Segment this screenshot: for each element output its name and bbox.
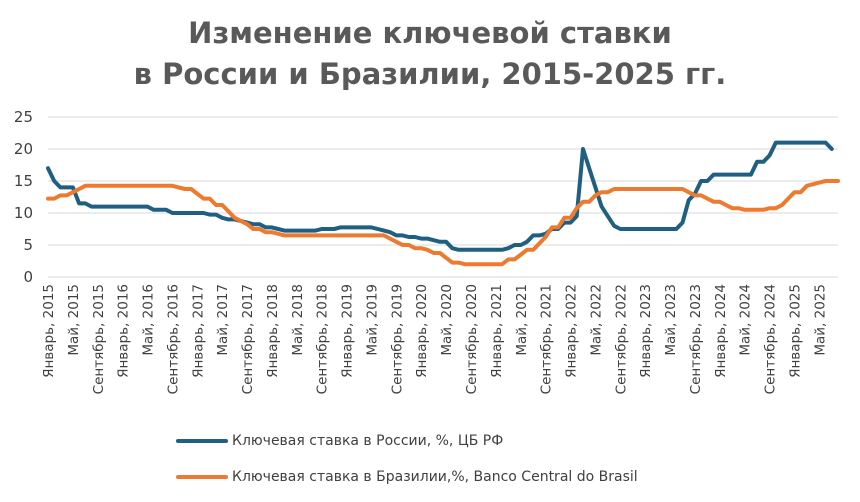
- x-tick-label-13: Май, 2019: [364, 284, 380, 356]
- x-tick-label-11: Сентябрь, 2018: [315, 284, 331, 394]
- x-tick-label-14: Сентябрь, 2019: [389, 284, 405, 394]
- x-tick-label-30: Январь, 2025: [787, 284, 803, 378]
- y-tick-label-20: 20: [14, 140, 33, 158]
- x-tick-label-24: Январь, 2023: [638, 284, 654, 378]
- x-tick-label-10: Май, 2018: [290, 284, 306, 356]
- legend-swatch-russia: [176, 439, 228, 443]
- y-tick-label-10: 10: [14, 204, 33, 222]
- x-tick-label-15: Январь, 2020: [414, 284, 430, 378]
- x-tick-label-23: Сентябрь, 2022: [613, 284, 629, 394]
- x-tick-label-3: Январь, 2016: [116, 284, 132, 378]
- x-tick-label-18: Январь, 2021: [489, 284, 505, 378]
- chart-title-line1: Изменение ключевой ставки: [188, 16, 672, 50]
- x-tick-label-2: Сентябрь, 2015: [91, 284, 107, 394]
- legend-label-brazil: Ключевая ставка в Бразилии,%, Banco Cent…: [232, 469, 638, 485]
- x-tick-label-7: Май, 2017: [215, 284, 231, 356]
- y-tick-label-0: 0: [23, 268, 33, 286]
- x-tick-label-21: Январь, 2022: [564, 284, 580, 378]
- series-line-brazil: [46, 179, 840, 267]
- series-line-russia: [46, 140, 834, 252]
- x-tick-label-22: Май, 2022: [588, 284, 604, 356]
- x-tick-label-17: Сентябрь, 2020: [464, 284, 480, 394]
- x-tick-label-0: Январь, 2015: [41, 284, 57, 378]
- legend-item-brazil: Ключевая ставка в Бразилии,%, Banco Cent…: [176, 467, 638, 487]
- y-tick-label-5: 5: [23, 236, 33, 254]
- legend-swatch-brazil: [176, 475, 228, 479]
- x-tick-label-9: Январь, 2018: [265, 284, 281, 378]
- x-tick-label-29: Сентябрь, 2024: [763, 284, 779, 394]
- y-tick-label-25: 25: [14, 108, 33, 126]
- x-tick-label-19: Май, 2021: [514, 284, 530, 356]
- x-tick-label-12: Январь, 2019: [340, 284, 356, 378]
- x-tick-label-25: Май, 2023: [663, 284, 679, 356]
- x-tick-label-31: Май, 2025: [812, 284, 828, 356]
- legend-label-russia: Ключевая ставка в России, %, ЦБ РФ: [232, 433, 504, 449]
- legend-item-russia: Ключевая ставка в России, %, ЦБ РФ: [176, 431, 503, 451]
- x-tick-label-28: Май, 2024: [738, 284, 754, 356]
- y-tick-label-15: 15: [14, 172, 33, 190]
- x-tick-label-8: Сентябрь, 2017: [240, 284, 256, 394]
- x-tick-label-16: Май, 2020: [439, 284, 455, 356]
- x-tick-label-6: Январь, 2017: [190, 284, 206, 378]
- x-tick-label-26: Сентябрь, 2023: [688, 284, 704, 394]
- x-tick-label-1: Май, 2015: [66, 284, 82, 356]
- x-tick-label-27: Январь, 2024: [713, 284, 729, 378]
- chart-title-line2: в России и Бразилии, 2015-2025 гг.: [133, 57, 727, 91]
- x-tick-label-5: Сентябрь, 2016: [165, 284, 181, 394]
- x-tick-label-20: Сентябрь, 2021: [539, 284, 555, 394]
- x-tick-label-4: Май, 2016: [141, 284, 157, 356]
